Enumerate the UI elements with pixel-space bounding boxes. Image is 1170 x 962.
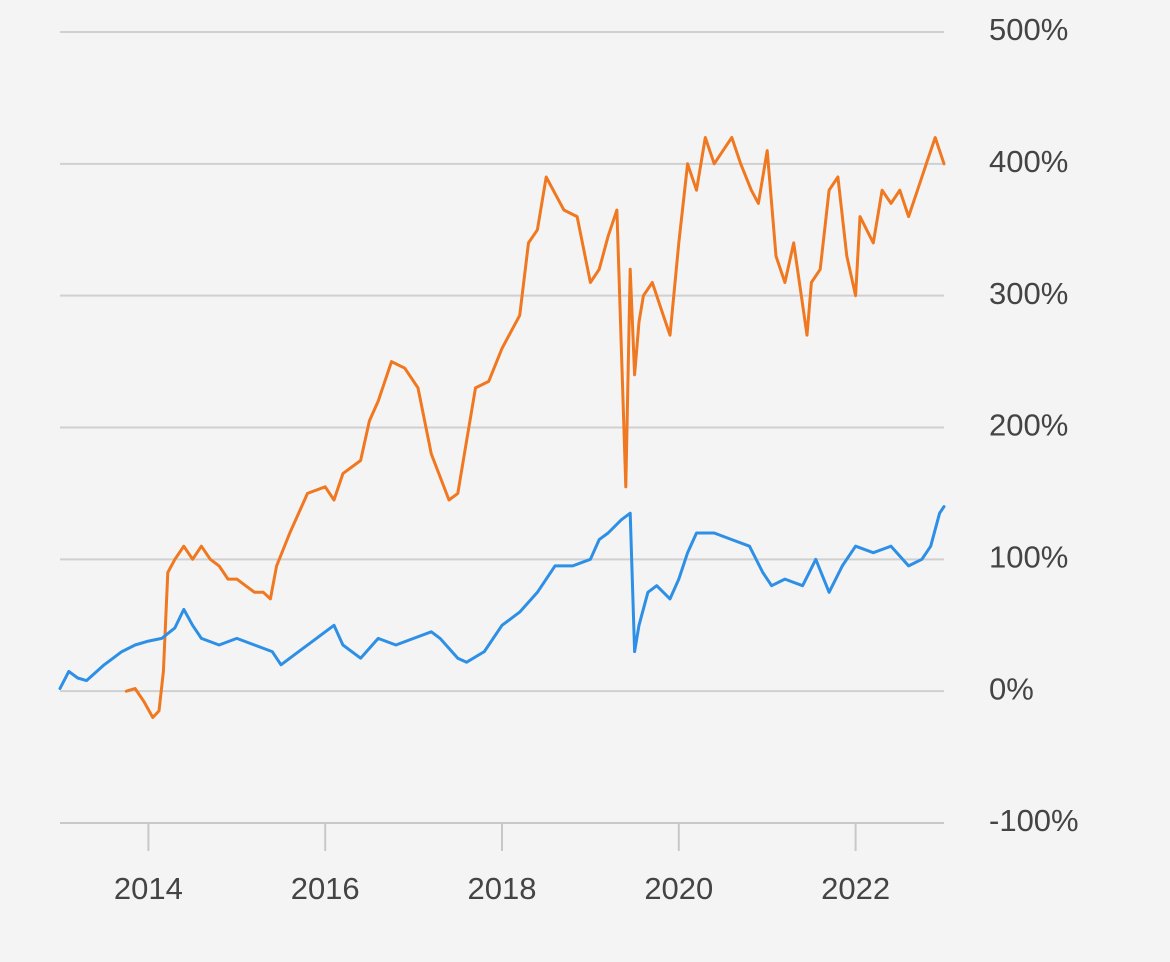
y-tick-label: -100%: [989, 803, 1079, 838]
x-tick-label: 2020: [644, 871, 713, 906]
x-tick-label: 2022: [821, 871, 890, 906]
x-axis: [147, 823, 857, 851]
y-tick-label: 200%: [989, 408, 1068, 443]
x-tick-label: 2018: [468, 871, 537, 906]
series-line-orange: [124, 136, 946, 719]
y-axis-tick-labels: 500% 400% 300% 200% 100% 0% -100%: [989, 12, 1079, 838]
x-tick-label: 2016: [291, 871, 360, 906]
x-tick-label: 2014: [114, 871, 183, 906]
y-tick-label: 100%: [989, 540, 1068, 575]
y-tick-label: 0%: [989, 671, 1034, 706]
x-axis-tick-labels: 2014 2016 2018 2020 2022: [114, 871, 890, 906]
grid-lines: [60, 31, 944, 824]
series-lines: [58, 136, 946, 719]
y-tick-label: 400%: [989, 144, 1068, 179]
series-line-blue: [58, 505, 946, 690]
y-tick-label: 300%: [989, 276, 1068, 311]
y-tick-label: 500%: [989, 12, 1068, 47]
